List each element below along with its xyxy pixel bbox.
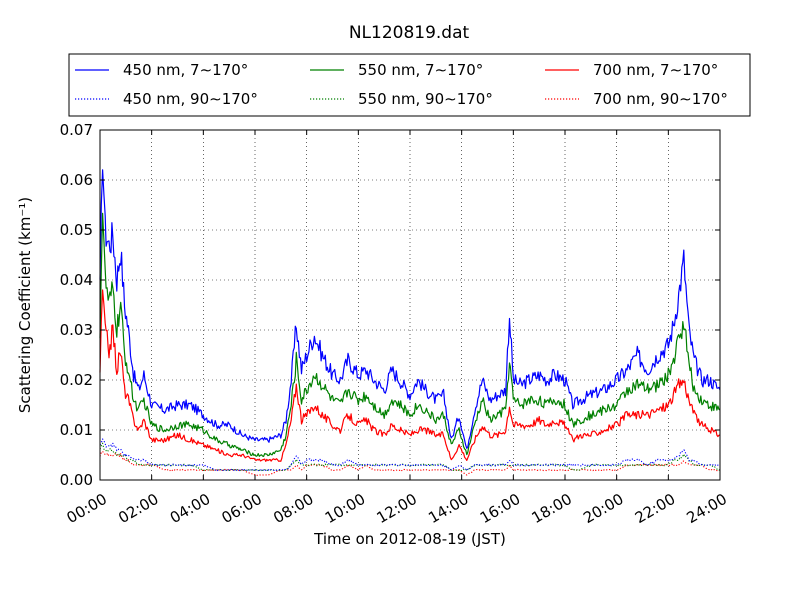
x-tick-label: 20:00	[580, 490, 626, 527]
y-tick-label: 0.05	[60, 221, 93, 239]
legend-label: 550 nm, 7∼170°	[358, 61, 483, 79]
x-tick-label: 22:00	[632, 490, 678, 527]
y-tick-label: 0.02	[60, 371, 93, 389]
series-line-1	[99, 169, 721, 449]
series-line-4	[99, 438, 721, 472]
legend-label: 450 nm, 90∼170°	[123, 90, 258, 108]
y-tick-label: 0.03	[60, 321, 93, 339]
y-tick-label: 0.00	[60, 471, 93, 489]
legend-label: 550 nm, 90∼170°	[358, 90, 493, 108]
x-tick-label: 06:00	[219, 490, 265, 527]
grid	[100, 130, 720, 480]
y-tick-label: 0.07	[60, 121, 93, 139]
x-tick-label: 12:00	[374, 490, 420, 527]
y-tick-label: 0.01	[60, 421, 93, 439]
x-tick-label: 16:00	[477, 490, 523, 527]
legend: 450 nm, 7∼170° 550 nm, 7∼170° 700 nm, 7∼17…	[68, 53, 751, 117]
x-tick-label: 18:00	[529, 490, 575, 527]
legend-label: 700 nm, 90∼170°	[593, 90, 728, 108]
x-axis-label: Time on 2012-08-19 (JST)	[313, 530, 506, 548]
x-tick-label: 08:00	[270, 490, 316, 527]
x-tick-label: 24:00	[684, 490, 730, 527]
y-tick-label: 0.06	[60, 171, 93, 189]
legend-box	[68, 53, 751, 117]
series-line-6	[99, 450, 721, 476]
x-tick-label: 14:00	[425, 490, 471, 527]
legend-label: 700 nm, 7∼170°	[593, 61, 718, 79]
x-tick-label: 04:00	[167, 490, 213, 527]
x-tick-label: 02:00	[115, 490, 161, 527]
x-tick-label: 00:00	[64, 490, 110, 527]
series-line-3	[99, 289, 721, 462]
x-tick-label: 10:00	[322, 490, 368, 527]
y-axis-label: Scattering Coefficient (km⁻¹)	[16, 197, 34, 413]
legend-label: 450 nm, 7∼170°	[123, 61, 248, 79]
chart-title: NL120819.dat	[349, 23, 470, 43]
series-line-2	[99, 212, 721, 457]
y-tick-label: 0.04	[60, 271, 93, 289]
